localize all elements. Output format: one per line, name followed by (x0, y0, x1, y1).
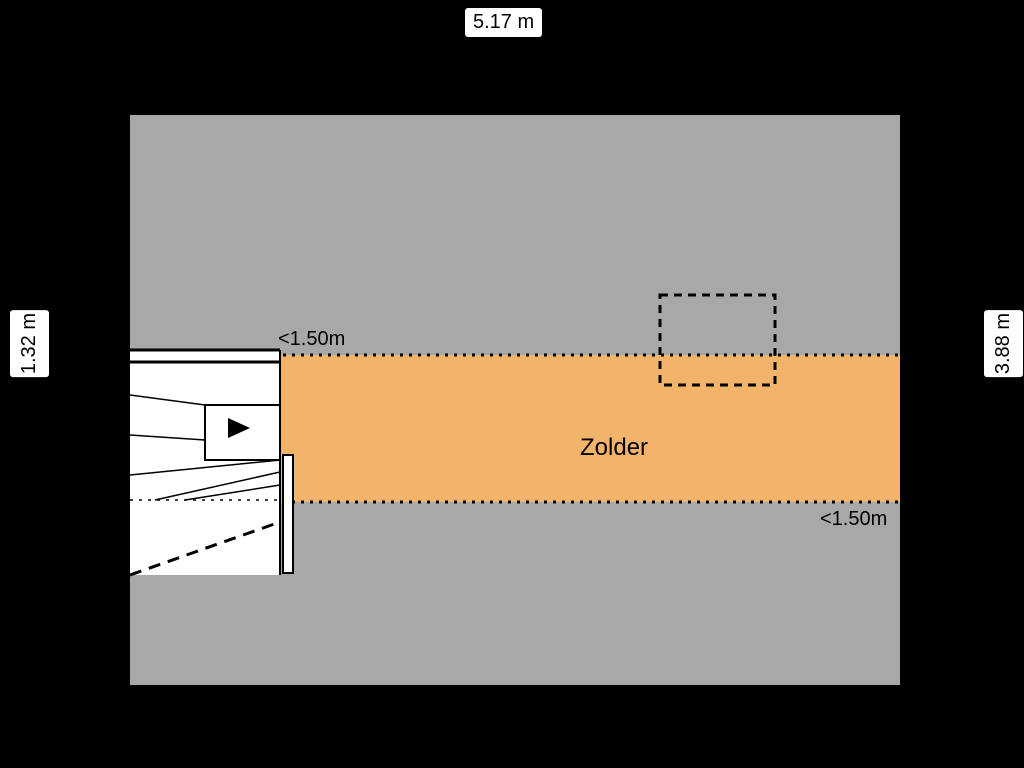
dimension-left: 1.32 m (10, 310, 49, 377)
floorplan-svg (130, 115, 900, 685)
ceiling-note-top: <1.50m (278, 328, 345, 351)
ceiling-note-bottom: <1.50m (820, 508, 887, 531)
room-label-zolder: Zolder (580, 434, 648, 462)
dimension-top: 5.17 m (465, 8, 542, 37)
staircase (130, 350, 293, 575)
dimension-right: 3.88 m (984, 310, 1023, 377)
